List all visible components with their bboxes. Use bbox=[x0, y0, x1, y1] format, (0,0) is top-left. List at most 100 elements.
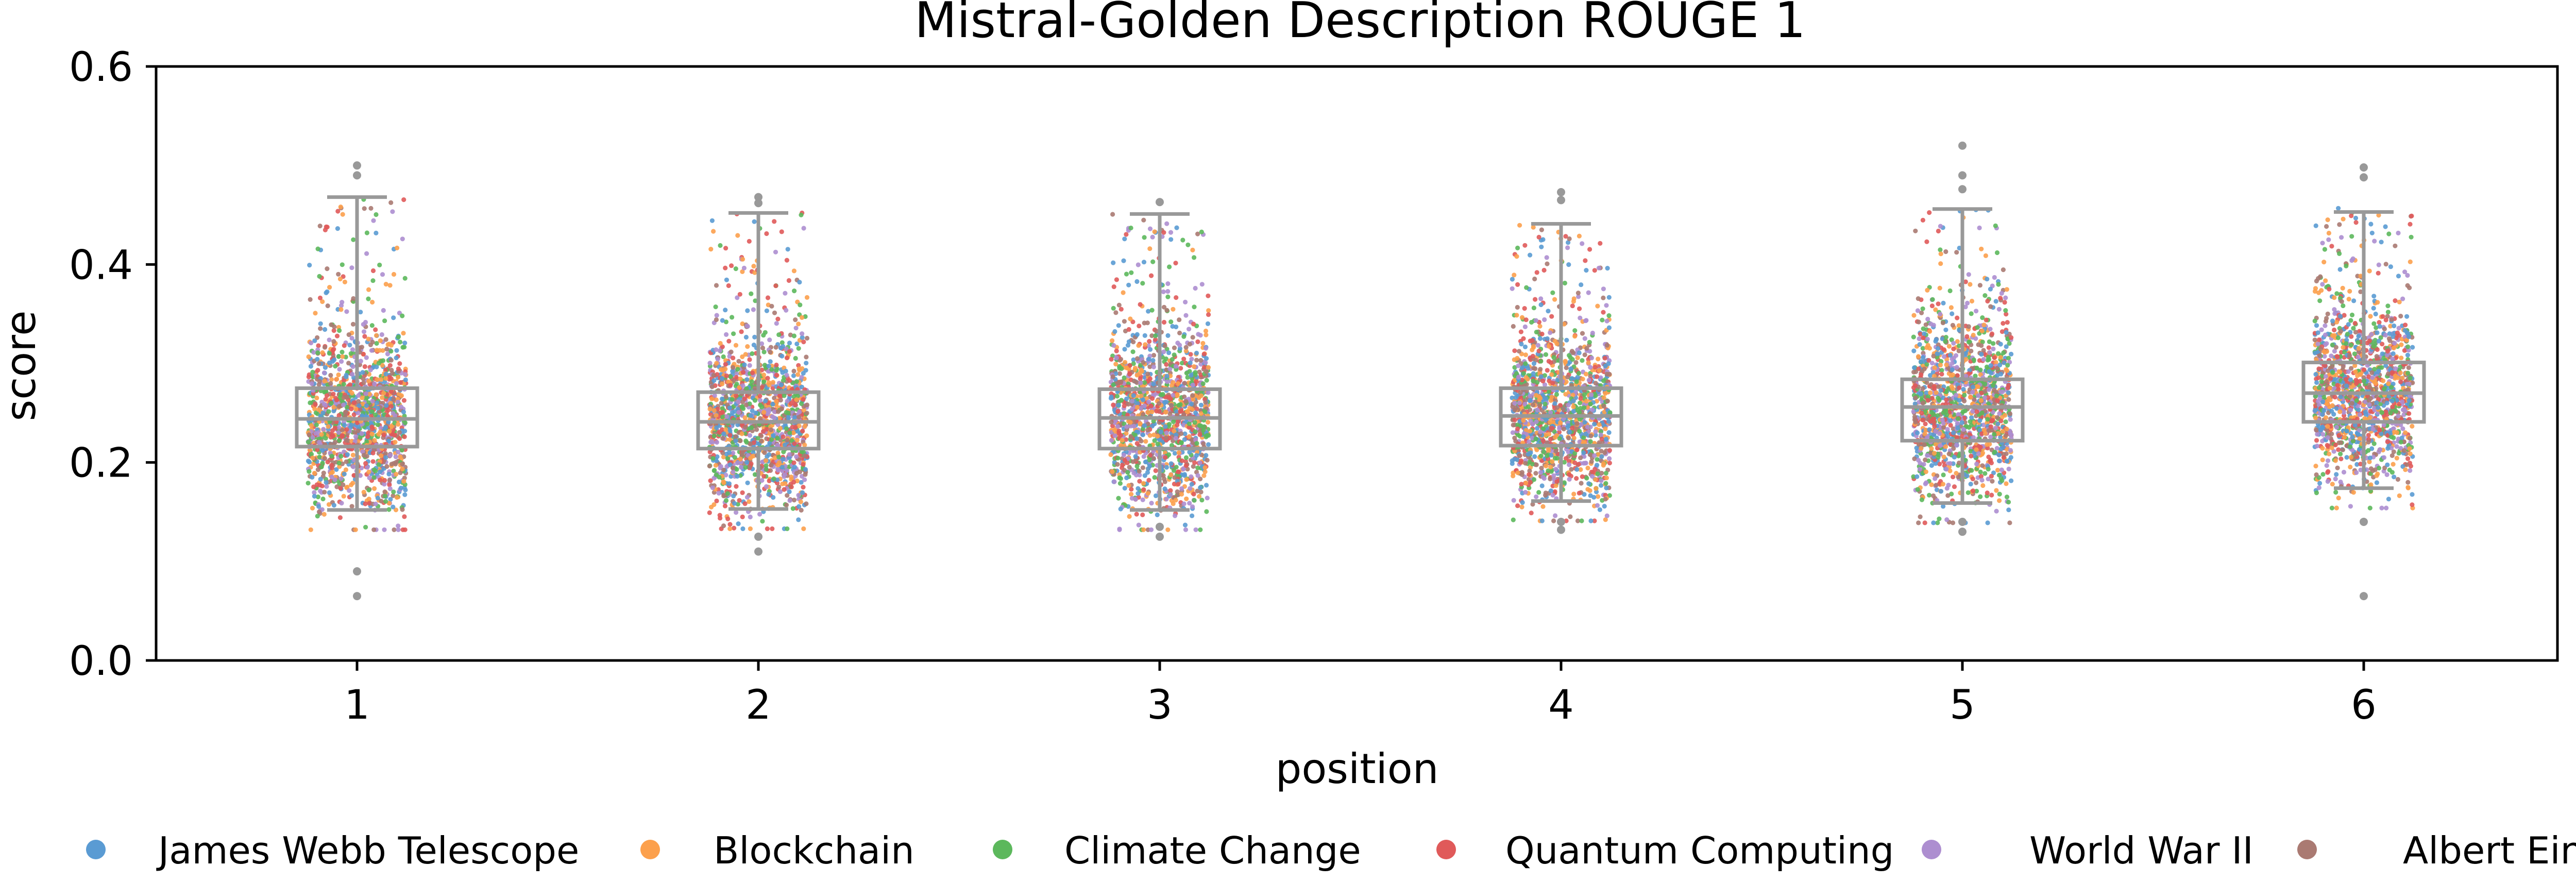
strip-point bbox=[1521, 336, 1526, 341]
strip-point bbox=[364, 230, 370, 235]
strip-point bbox=[1144, 396, 1149, 401]
strip-point bbox=[800, 335, 805, 340]
strip-point bbox=[374, 400, 380, 405]
strip-point bbox=[1123, 360, 1128, 365]
strip-point bbox=[764, 427, 769, 432]
strip-point bbox=[329, 463, 334, 468]
strip-point bbox=[1136, 486, 1141, 491]
strip-point bbox=[767, 478, 772, 484]
strip-point bbox=[758, 438, 764, 444]
strip-point bbox=[1140, 465, 1145, 470]
strip-point bbox=[341, 494, 346, 499]
strip-point bbox=[803, 472, 808, 477]
strip-point bbox=[738, 438, 743, 444]
strip-point bbox=[1141, 487, 1146, 493]
strip-point bbox=[743, 424, 748, 430]
strip-point bbox=[803, 467, 808, 472]
strip-point bbox=[1118, 307, 1124, 312]
strip-point bbox=[331, 409, 336, 414]
strip-point bbox=[314, 422, 319, 428]
strip-point bbox=[774, 362, 779, 368]
strip-point bbox=[714, 413, 719, 418]
strip-point bbox=[1194, 358, 1199, 363]
strip-point bbox=[772, 415, 777, 420]
strip-point bbox=[1188, 352, 1193, 357]
strip-point bbox=[770, 526, 775, 531]
strip-point bbox=[380, 358, 386, 363]
strip-point bbox=[732, 525, 737, 531]
strip-point bbox=[1179, 440, 1184, 445]
strip-point bbox=[747, 363, 752, 368]
strip-point bbox=[1600, 317, 1605, 322]
strip-point bbox=[739, 329, 744, 334]
strip-point bbox=[322, 379, 327, 384]
strip-point bbox=[377, 410, 382, 415]
strip-point bbox=[775, 316, 781, 321]
strip-point bbox=[353, 527, 358, 532]
strip-point bbox=[1537, 403, 1543, 408]
strip-point bbox=[737, 292, 742, 297]
strip-point bbox=[1191, 491, 1196, 497]
strip-point bbox=[388, 376, 394, 381]
strip-point bbox=[1151, 382, 1156, 387]
strip-point bbox=[343, 409, 349, 415]
strip-point bbox=[1109, 438, 1114, 443]
strip-point bbox=[1565, 245, 1570, 250]
strip-point bbox=[1585, 465, 1590, 471]
strip-point bbox=[375, 377, 380, 382]
strip-point bbox=[1171, 393, 1176, 398]
strip-point bbox=[359, 345, 365, 350]
strip-point bbox=[391, 315, 396, 320]
strip-point bbox=[319, 432, 324, 437]
strip-point bbox=[1168, 230, 1174, 235]
strip-point bbox=[724, 277, 729, 282]
strip-point bbox=[752, 334, 757, 340]
strip-point bbox=[764, 467, 769, 472]
strip-point bbox=[307, 432, 312, 437]
strip-point bbox=[787, 452, 792, 457]
strip-point bbox=[364, 251, 369, 256]
strip-point bbox=[388, 404, 394, 409]
strip-point bbox=[314, 482, 319, 487]
strip-point bbox=[785, 247, 790, 252]
strip-point bbox=[394, 495, 400, 500]
strip-point bbox=[1131, 378, 1137, 384]
strip-point bbox=[393, 507, 399, 513]
strip-point bbox=[322, 489, 327, 495]
strip-point bbox=[1204, 453, 1209, 458]
strip-point bbox=[801, 450, 806, 455]
strip-point bbox=[718, 243, 723, 248]
strip-point bbox=[340, 433, 345, 438]
strip-point bbox=[1145, 470, 1150, 475]
strip-point bbox=[342, 449, 347, 454]
strip-point bbox=[757, 394, 762, 399]
strip-point bbox=[1191, 321, 1196, 327]
strip-point bbox=[317, 295, 323, 301]
strip-point bbox=[369, 323, 375, 328]
strip-point bbox=[796, 493, 801, 498]
strip-point bbox=[1607, 461, 1612, 466]
strip-point bbox=[318, 326, 323, 331]
strip-point bbox=[761, 372, 767, 378]
strip-point bbox=[387, 429, 392, 434]
strip-point bbox=[1162, 343, 1167, 349]
strip-point bbox=[774, 399, 779, 404]
strip-point bbox=[799, 480, 804, 485]
strip-point bbox=[772, 409, 777, 414]
strip-point bbox=[344, 395, 350, 400]
strip-point bbox=[1129, 406, 1134, 412]
strip-point bbox=[337, 328, 342, 333]
strip-point bbox=[344, 372, 349, 378]
strip-point bbox=[334, 397, 339, 403]
strip-point bbox=[743, 334, 749, 340]
strip-point bbox=[731, 450, 736, 456]
strip-point bbox=[1539, 518, 1545, 523]
strip-point bbox=[1130, 459, 1136, 464]
strip-point bbox=[797, 410, 802, 415]
strip-point bbox=[1116, 402, 1121, 407]
strip-point bbox=[369, 431, 375, 437]
strip-point bbox=[799, 212, 804, 217]
strip-point bbox=[347, 343, 352, 348]
strip-point bbox=[307, 469, 312, 474]
strip-point bbox=[1124, 396, 1129, 401]
